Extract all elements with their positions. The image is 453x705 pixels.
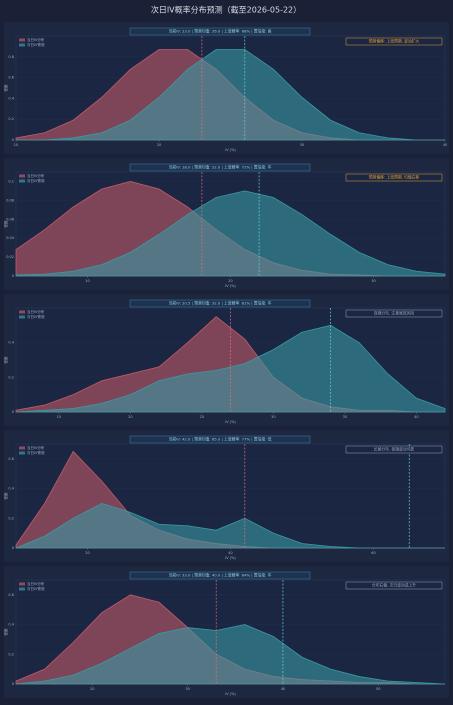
legend-swatch	[19, 315, 25, 319]
x-tick-label: 25	[200, 415, 204, 419]
y-tick-label: 0.1	[8, 179, 14, 183]
y-axis-label: 密度	[3, 492, 8, 500]
y-tick-label: 0.2	[8, 117, 14, 121]
legend-label: 次日IV预测	[27, 314, 45, 319]
note-box	[345, 37, 443, 46]
x-tick-label: 20	[85, 551, 89, 555]
x-axis-label: IV (%)	[225, 148, 236, 152]
info-box	[129, 299, 311, 308]
y-tick-label: 0	[12, 410, 14, 414]
x-tick-label: 10	[85, 279, 89, 283]
legend-swatch	[19, 446, 25, 450]
x-axis-label: IV (%)	[225, 420, 236, 424]
density-area	[16, 49, 445, 141]
y-tick-label: 0.02	[6, 255, 14, 259]
y-axis-label: 密度	[3, 628, 8, 636]
legend-swatch	[19, 310, 25, 314]
x-tick-label: 20	[228, 279, 232, 283]
note-box	[345, 445, 443, 454]
density-area	[15, 624, 446, 685]
info-box	[129, 27, 311, 36]
note-text: 长尾分布, 极端波动可能	[374, 447, 415, 452]
x-tick-label: 30	[271, 415, 275, 419]
legend-label: 当日IV分布	[27, 309, 45, 314]
y-tick-label: 0.6	[8, 593, 14, 597]
legend-label: 次日IV预测	[27, 450, 45, 455]
info-box	[129, 163, 311, 172]
y-tick-label: 0.2	[8, 652, 14, 656]
x-tick-label: 20	[90, 687, 94, 691]
x-tick-label: 40	[414, 415, 418, 419]
y-tick-label: 0.08	[6, 198, 14, 202]
y-tick-label: 0.6	[8, 457, 14, 461]
note-text: 分布右偏, 次日波动或上升	[372, 583, 416, 588]
y-tick-label: 0.06	[6, 217, 14, 221]
y-tick-label: 0.4	[8, 487, 14, 491]
info-text: 当前IV: 18.0 | 预测均值: 22.0 | 上涨概率: 72% | 置信…	[169, 165, 272, 170]
y-tick-label: 0.2	[8, 375, 14, 379]
y-tick-label: 0.4	[8, 341, 14, 345]
legend-label: 次日IV预测	[27, 178, 45, 183]
x-axis-label: IV (%)	[225, 692, 236, 696]
x-tick-label: 60	[371, 551, 375, 555]
y-tick-label: 0	[12, 546, 14, 550]
density-area	[15, 190, 446, 277]
x-tick-label: 40	[281, 687, 285, 691]
x-tick-label: 50	[376, 687, 380, 691]
legend-swatch	[19, 587, 25, 591]
legend-swatch	[19, 179, 25, 183]
x-tick-label: 40	[228, 551, 232, 555]
legend-swatch	[19, 38, 25, 42]
note-box	[345, 309, 443, 318]
y-axis-label: 密度	[3, 220, 8, 227]
y-tick-label: 0	[12, 138, 14, 142]
legend-swatch	[19, 451, 25, 455]
note-text: 预测偏移: 上涨预期, 波动扩大	[369, 39, 420, 44]
legend-label: 当日IV分布	[27, 445, 45, 450]
y-tick-label: 0.4	[8, 96, 14, 100]
x-tick-label: 30	[185, 687, 189, 691]
info-text: 当前IV: 42.0 | 预测均值: 65.0 | 上涨概率: 77% | 置信…	[169, 437, 272, 442]
x-tick-label: 20	[128, 415, 132, 419]
x-tick-label: 35	[343, 415, 347, 419]
y-tick-label: 0	[12, 274, 14, 278]
legend-label: 当日IV分布	[27, 37, 45, 42]
legend-label: 当日IV分布	[27, 581, 45, 586]
y-tick-label: 0.2	[8, 516, 14, 520]
x-tick-label: 10	[14, 143, 18, 147]
info-text: 当前IV: 33.0 | 预测均值: 40.0 | 上涨概率: 64% | 置信…	[169, 573, 272, 578]
page-title: 次日IV概率分布预测（截至2026-05-22）	[151, 5, 301, 15]
x-axis-label: IV (%)	[225, 284, 236, 288]
y-axis-label: 密度	[3, 356, 8, 364]
note-box	[345, 581, 443, 590]
info-box	[129, 571, 311, 580]
legend-label: 当日IV分布	[27, 173, 45, 178]
info-box	[129, 435, 311, 444]
x-tick-label: 20	[157, 143, 161, 147]
legend-swatch	[19, 174, 25, 178]
y-tick-label: 0	[12, 682, 14, 686]
legend-label: 次日IV预测	[27, 586, 45, 591]
note-text: 预测偏移: 上涨预期, 均值右移	[369, 175, 420, 180]
x-tick-label: 40	[443, 143, 447, 147]
x-tick-label: 30	[371, 279, 375, 283]
x-tick-label: 15	[57, 415, 61, 419]
legend-swatch	[19, 43, 25, 47]
info-text: 当前IV: 23.0 | 预测均值: 26.0 | 上涨概率: 68% | 置信…	[169, 29, 272, 34]
y-tick-label: 0.04	[6, 236, 15, 240]
note-box	[345, 173, 443, 182]
y-axis-label: 密度	[3, 84, 8, 91]
info-text: 当前IV: 20.5 | 预测均值: 32.0 | 上涨概率: 81% | 置信…	[169, 301, 272, 306]
y-tick-label: 0.4	[8, 623, 14, 627]
legend-label: 次日IV预测	[27, 42, 45, 47]
y-tick-label: 0.8	[8, 55, 14, 59]
note-text: 双峰分布, 注意尾部风险	[374, 311, 415, 316]
x-axis-label: IV (%)	[225, 556, 236, 560]
x-tick-label: 30	[300, 143, 304, 147]
legend-swatch	[19, 582, 25, 586]
y-tick-label: 0.6	[8, 76, 14, 80]
